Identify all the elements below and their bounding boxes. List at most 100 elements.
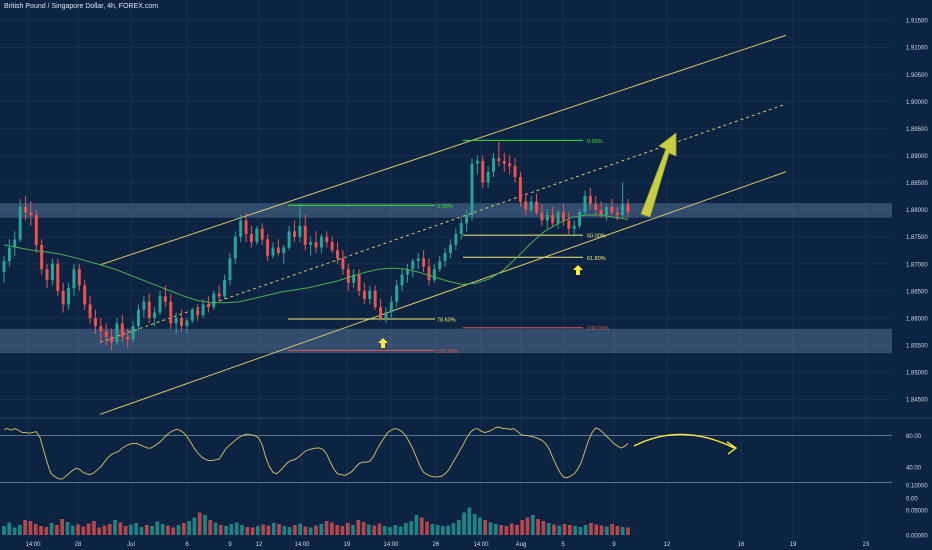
candle-body <box>50 263 54 281</box>
candle-body <box>357 274 361 291</box>
candle-body <box>7 247 11 262</box>
volume-bar <box>97 527 102 535</box>
candle-body <box>416 258 420 262</box>
volume-bar <box>504 526 509 535</box>
candle-body <box>599 209 603 216</box>
time-tick-label: 14:00 <box>294 542 310 548</box>
candle-body <box>40 244 44 270</box>
time-tick-label: 23 <box>863 542 870 548</box>
volume-bar <box>271 523 276 535</box>
volume-bar <box>44 527 49 535</box>
volume-tick-label: 0.05000 <box>906 509 928 515</box>
volume-bar <box>425 521 429 535</box>
volume-bar <box>298 523 302 535</box>
candle-body <box>142 301 146 310</box>
candle-body <box>400 274 404 286</box>
volume-bar <box>583 525 588 535</box>
candle-body <box>244 220 248 235</box>
candle-body <box>454 234 458 245</box>
oscillator-tick-label: 80.00 <box>906 434 922 440</box>
candle-body <box>169 301 173 324</box>
candle-body <box>126 336 130 340</box>
volume-bar <box>197 512 202 535</box>
volume-bar <box>483 520 488 535</box>
volume-bar <box>335 525 340 535</box>
time-tick-label: 9 <box>228 542 232 548</box>
candle-body <box>427 266 431 281</box>
volume-bar <box>472 514 477 535</box>
candle-body <box>298 225 302 237</box>
volume-bar <box>55 525 59 535</box>
volume-bar <box>430 524 435 535</box>
volume-bar <box>446 525 451 535</box>
volume-bar <box>65 522 70 535</box>
candle-body <box>615 212 619 216</box>
price-tick-label: 1.88500 <box>906 181 928 187</box>
candle-body <box>185 320 189 327</box>
volume-bar <box>144 525 149 535</box>
time-tick-label: Jul <box>127 542 135 548</box>
candle-body <box>508 163 512 167</box>
volume-tick-label: 0.10000 <box>906 484 928 490</box>
candle-body <box>373 290 377 308</box>
candle-body <box>330 242 334 251</box>
volume-bar <box>150 526 154 535</box>
price-tick-label: 1.89500 <box>906 127 928 133</box>
candle-body <box>529 201 533 210</box>
candle-body <box>545 215 549 221</box>
candle-body <box>45 269 49 281</box>
time-tick-label: 5 <box>561 542 565 548</box>
sr-zone-1 <box>0 328 892 354</box>
time-tick-label: 16 <box>738 542 745 548</box>
candle-body <box>572 225 576 229</box>
price-tick-label: 1.89000 <box>906 154 928 160</box>
volume-bar <box>12 527 17 535</box>
volume-bar <box>187 521 191 535</box>
volume-bar <box>123 526 128 535</box>
volume-bar <box>102 525 107 535</box>
candle-body <box>605 206 608 216</box>
volume-bar <box>155 521 160 535</box>
candle-body <box>583 196 587 213</box>
volume-bar <box>409 521 414 535</box>
price-tick-label: 1.90500 <box>906 73 928 79</box>
volume-bar <box>282 526 287 535</box>
candle-body <box>249 234 253 243</box>
volume-bar <box>345 523 350 535</box>
candle-body <box>83 285 87 305</box>
candle-body <box>368 290 372 299</box>
volume-bar <box>107 524 112 535</box>
volume-bar <box>367 524 371 535</box>
candle-body <box>34 215 38 245</box>
volume-bar <box>435 525 440 535</box>
candle-body <box>524 201 528 210</box>
candle-body <box>395 285 399 302</box>
time-tick-label: 19 <box>790 542 797 548</box>
candle-body <box>104 331 108 337</box>
volume-bar <box>573 526 577 535</box>
forecast-arrow-icon <box>726 441 738 455</box>
time-tick-label: 26 <box>433 542 440 548</box>
time-tick-label: 12 <box>256 542 263 548</box>
volume-bar <box>509 523 514 535</box>
candle-body <box>88 304 92 318</box>
candle-body <box>24 206 27 213</box>
volume-bar <box>81 526 86 535</box>
candle-body <box>174 317 178 324</box>
volume-bar <box>166 525 170 535</box>
volume-bar <box>113 520 117 535</box>
candle-body <box>282 247 286 253</box>
candle-body <box>223 280 227 297</box>
volume-bar <box>515 525 519 535</box>
candle-body <box>475 160 479 164</box>
candle-body <box>217 293 221 297</box>
candle-body <box>578 212 582 226</box>
candle-body <box>465 215 469 224</box>
candle-body <box>228 258 232 281</box>
candle-body <box>131 326 135 340</box>
fib-level-label: 100.00% <box>587 326 609 332</box>
candle-body <box>470 163 474 216</box>
candle-body <box>180 317 183 327</box>
candle-body <box>443 252 447 262</box>
